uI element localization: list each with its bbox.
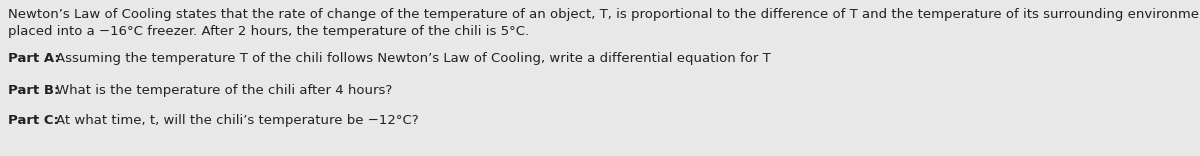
Text: What is the temperature of the chili after 4 hours?: What is the temperature of the chili aft… [56, 84, 392, 97]
Text: Part B:: Part B: [8, 84, 64, 97]
Text: At what time, t, will the chili’s temperature be −12°C?: At what time, t, will the chili’s temper… [56, 114, 419, 127]
Text: placed into a −16°C freezer. After 2 hours, the temperature of the chili is 5°C.: placed into a −16°C freezer. After 2 hou… [8, 25, 529, 38]
Text: Newton’s Law of Cooling states that the rate of change of the temperature of an : Newton’s Law of Cooling states that the … [8, 8, 1200, 21]
Text: Part A:: Part A: [8, 52, 65, 65]
Text: Assuming the temperature T of the chili follows Newton’s Law of Cooling, write a: Assuming the temperature T of the chili … [56, 52, 770, 65]
Text: Part C:: Part C: [8, 114, 64, 127]
